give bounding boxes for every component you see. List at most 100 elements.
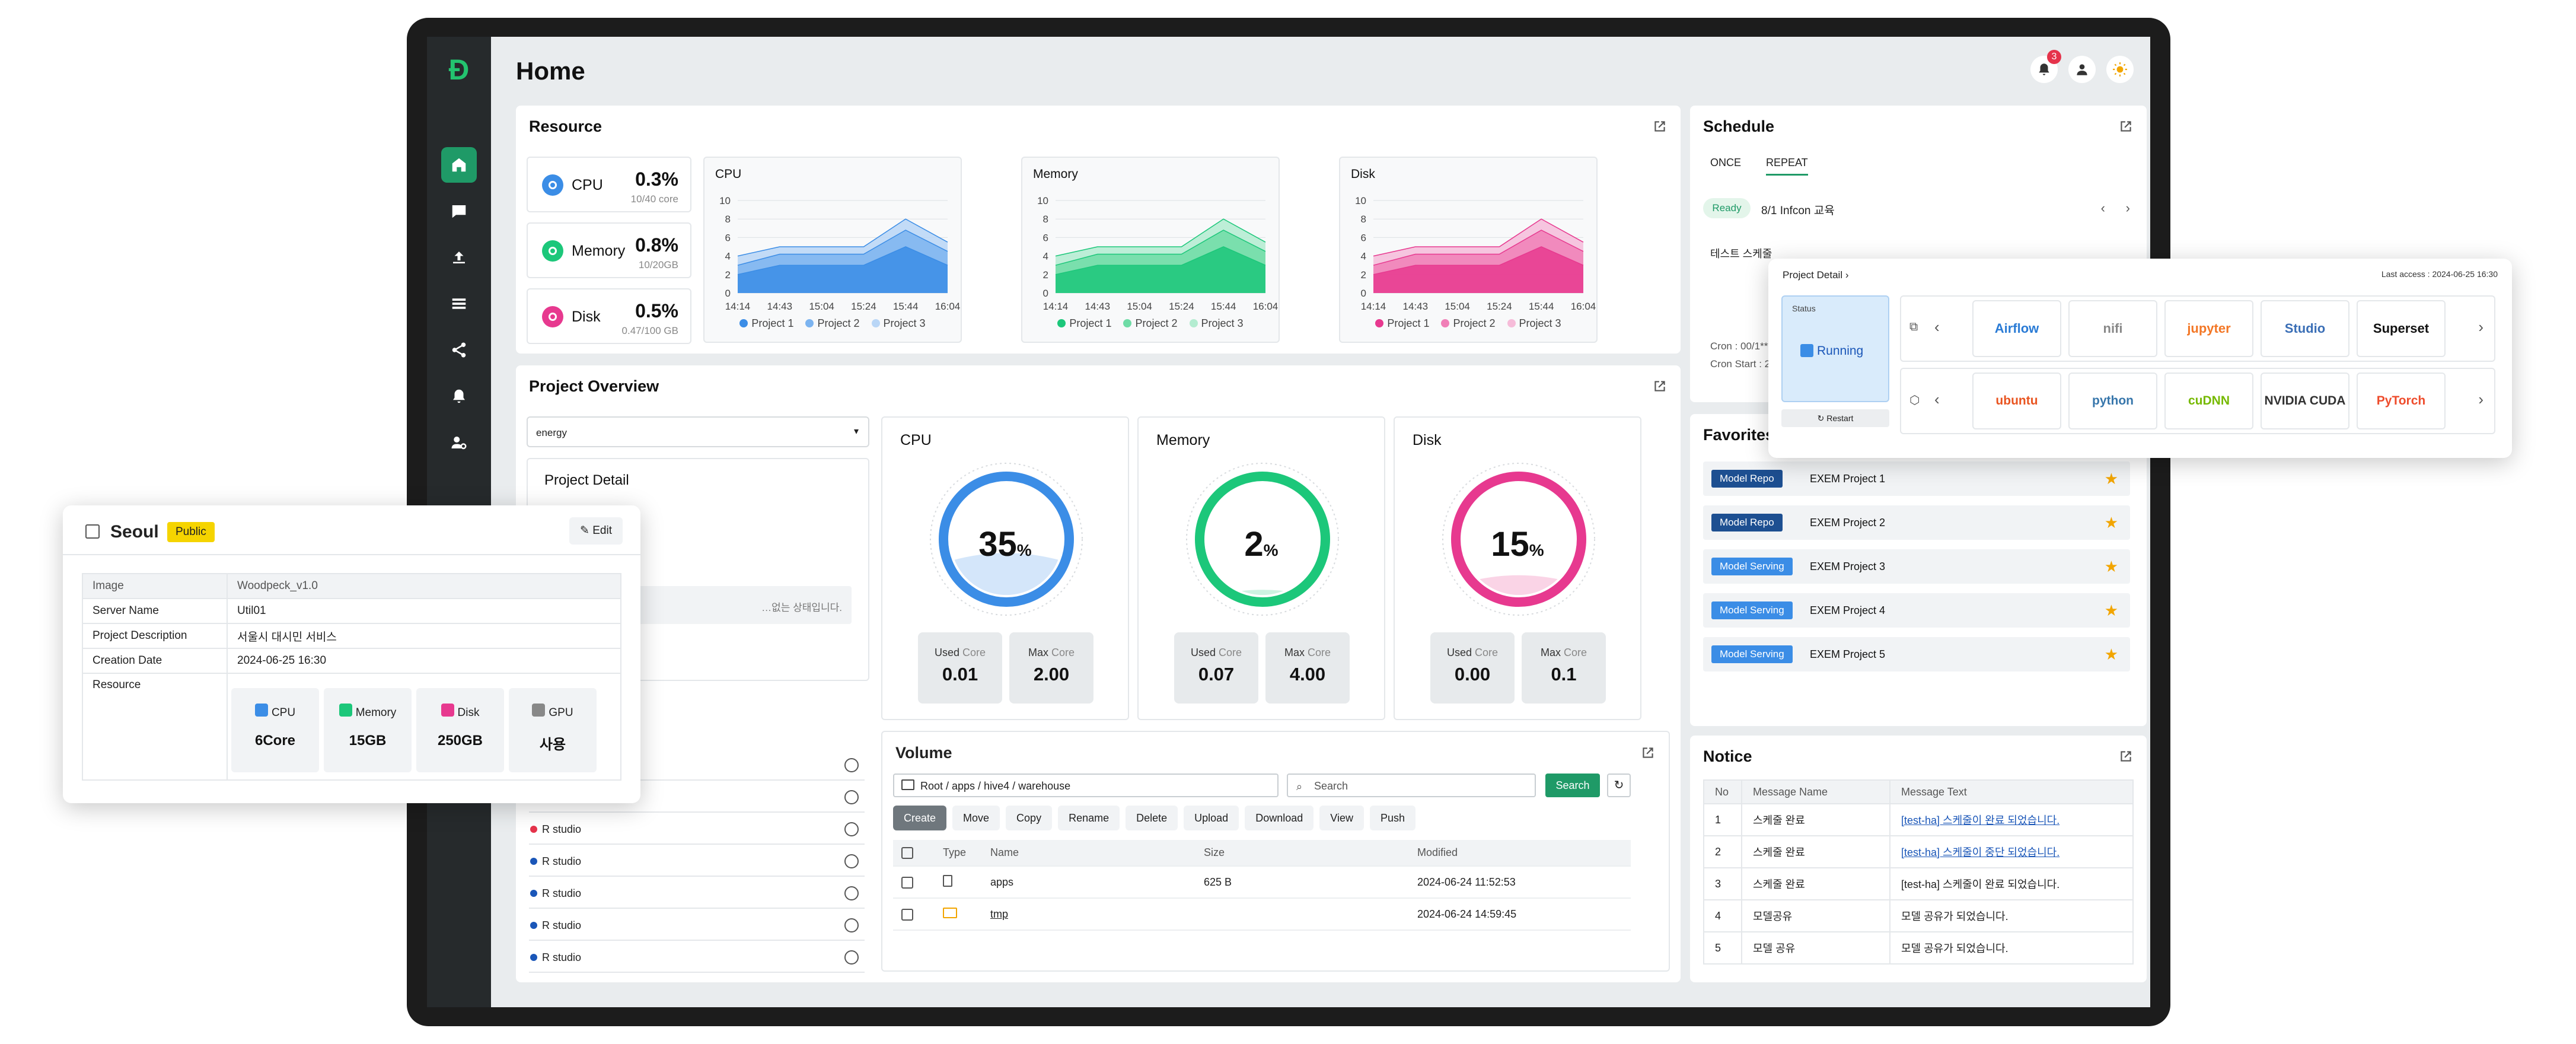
popup-title[interactable]: Project Detail › bbox=[1783, 269, 1849, 281]
next-button[interactable]: › bbox=[2125, 200, 2130, 215]
list-item[interactable]: R studio bbox=[529, 814, 865, 845]
project-select[interactable]: energy bbox=[527, 416, 869, 447]
tools-prev-button[interactable]: ‹ bbox=[1934, 318, 1940, 336]
tool-studio[interactable]: Studio bbox=[2261, 300, 2349, 357]
open-external-icon[interactable] bbox=[1652, 378, 1668, 394]
tool-ubuntu[interactable]: ubuntu bbox=[1972, 373, 2061, 429]
status-text: Running bbox=[1817, 344, 1864, 358]
notice-card: Notice No Message Name Message Text 1 스케줄 완… bbox=[1690, 736, 2147, 982]
sidebar-item-home[interactable] bbox=[441, 147, 477, 183]
open-arrow-icon[interactable] bbox=[844, 918, 859, 932]
open-external-icon[interactable] bbox=[2118, 749, 2134, 764]
table-row[interactable]: 3 스케줄 완료 [test-ha] 스케줄이 완료 되었습니다. bbox=[1703, 867, 2134, 900]
star-icon[interactable]: ★ bbox=[2104, 601, 2118, 619]
notifications-button[interactable]: 3 bbox=[2030, 50, 2061, 83]
open-arrow-icon[interactable] bbox=[844, 758, 859, 772]
status-dot bbox=[530, 954, 537, 961]
table-row[interactable]: 1 스케줄 완료 [test-ha] 스케줄이 완료 되었습니다. bbox=[1703, 803, 2134, 836]
open-arrow-icon[interactable] bbox=[844, 790, 859, 804]
action-push-button[interactable]: Push bbox=[1369, 806, 1415, 830]
project-checkbox[interactable] bbox=[85, 524, 100, 539]
star-icon[interactable]: ★ bbox=[2104, 645, 2118, 663]
favorite-item[interactable]: Model Serving EXEM Project 5 ★ bbox=[1703, 637, 2130, 671]
list-item[interactable]: R studio bbox=[529, 878, 865, 909]
list-item[interactable]: R studio bbox=[529, 910, 865, 941]
table-row[interactable]: 2 스케줄 완료 [test-ha] 스케줄이 중단 되었습니다. bbox=[1703, 835, 2134, 868]
table-row[interactable]: tmp 2024-06-24 14:59:45 bbox=[893, 898, 1631, 931]
sidebar-item-messages[interactable] bbox=[441, 193, 477, 229]
open-external-icon[interactable] bbox=[1640, 745, 1656, 760]
row-checkbox[interactable] bbox=[901, 876, 913, 889]
action-delete-button[interactable]: Delete bbox=[1126, 806, 1178, 830]
tool-nifi[interactable]: nifi bbox=[2068, 300, 2157, 357]
x-tick-label: 15:24 bbox=[851, 301, 876, 312]
action-create-button[interactable]: Create bbox=[893, 806, 947, 830]
message-link[interactable]: [test-ha] 스케줄이 중단 되었습니다. bbox=[1901, 846, 2060, 858]
action-move-button[interactable]: Move bbox=[952, 806, 1000, 830]
sidebar-item-share[interactable] bbox=[441, 332, 477, 368]
table-row[interactable]: 5 모델 공유 모델 공유가 되었습니다. bbox=[1703, 931, 2134, 965]
favorite-item[interactable]: Model Repo EXEM Project 2 ★ bbox=[1703, 505, 2130, 540]
tab-once[interactable]: ONCE bbox=[1710, 157, 1742, 168]
tool-nvidia-cuda[interactable]: NVIDIA CUDA bbox=[2261, 373, 2349, 429]
tools-prev-button[interactable]: ‹ bbox=[1934, 390, 1940, 408]
path-input[interactable]: Root / apps / hive4 / warehouse bbox=[893, 774, 1279, 797]
open-arrow-icon[interactable] bbox=[844, 886, 859, 900]
action-upload-button[interactable]: Upload bbox=[1184, 806, 1239, 830]
row-checkbox[interactable] bbox=[901, 908, 913, 921]
action-copy-button[interactable]: Copy bbox=[1006, 806, 1053, 830]
list-item[interactable]: R studio bbox=[529, 846, 865, 877]
star-icon[interactable]: ★ bbox=[2104, 470, 2118, 488]
open-arrow-icon[interactable] bbox=[844, 950, 859, 965]
star-icon[interactable]: ★ bbox=[2104, 514, 2118, 531]
sidebar-item-deploy[interactable] bbox=[441, 240, 477, 275]
series-line bbox=[1055, 246, 1266, 275]
favorite-item[interactable]: Model Serving EXEM Project 4 ★ bbox=[1703, 593, 2130, 628]
open-arrow-icon[interactable] bbox=[844, 854, 859, 868]
favorite-tag: Model Serving bbox=[1711, 558, 1793, 575]
refresh-button[interactable]: ↻ bbox=[1607, 774, 1631, 797]
table-row[interactable]: 4 모델공유 모델 공유가 되었습니다. bbox=[1703, 899, 2134, 932]
sidebar-item-alerts[interactable] bbox=[441, 378, 477, 414]
tool-jupyter[interactable]: jupyter bbox=[2164, 300, 2253, 357]
select-all-checkbox[interactable] bbox=[901, 847, 913, 860]
action-rename-button[interactable]: Rename bbox=[1058, 806, 1120, 830]
tab-repeat[interactable]: REPEAT bbox=[1766, 157, 1808, 176]
tool-cudnn[interactable]: cuDNN bbox=[2164, 373, 2253, 429]
open-arrow-icon[interactable] bbox=[844, 822, 859, 836]
gauge-ring-stroke bbox=[1195, 472, 1330, 607]
notice-table: No Message Name Message Text 1 스케줄 완료 [test-… bbox=[1703, 779, 2134, 965]
open-external-icon[interactable] bbox=[1652, 119, 1668, 134]
open-external-icon[interactable] bbox=[2118, 119, 2134, 134]
message-link[interactable]: [test-ha] 스케줄이 완료 되었습니다. bbox=[1901, 814, 2060, 826]
x-tick-label: 15:44 bbox=[1529, 301, 1554, 312]
restart-button[interactable]: ↻ Restart bbox=[1781, 409, 1889, 427]
upload-icon bbox=[453, 252, 465, 263]
action-download-button[interactable]: Download bbox=[1245, 806, 1314, 830]
profile-button[interactable] bbox=[2068, 56, 2096, 83]
action-view-button[interactable]: View bbox=[1319, 806, 1364, 830]
list-item-label: R studio bbox=[542, 887, 582, 899]
tools-next-button[interactable]: › bbox=[2478, 390, 2483, 408]
volume-search-input[interactable]: ⌕ Search bbox=[1287, 774, 1536, 797]
star-icon[interactable]: ★ bbox=[2104, 558, 2118, 575]
sidebar-item-list[interactable] bbox=[441, 286, 477, 322]
favorite-item[interactable]: Model Serving EXEM Project 3 ★ bbox=[1703, 549, 2130, 584]
series-line bbox=[737, 218, 948, 257]
tool-pytorch[interactable]: PyTorch bbox=[2357, 373, 2446, 429]
volume-search-button[interactable]: Search bbox=[1545, 774, 1600, 797]
prev-button[interactable]: ‹ bbox=[2100, 200, 2105, 215]
edit-button[interactable]: ✎ Edit bbox=[569, 517, 623, 545]
list-item[interactable]: R studio bbox=[529, 942, 865, 973]
table-row[interactable]: apps 625 B 2024-06-24 11:52:53 bbox=[893, 866, 1631, 899]
tool-superset[interactable]: Superset bbox=[2357, 300, 2446, 357]
tool-airflow[interactable]: Airflow bbox=[1972, 300, 2061, 357]
tool-python[interactable]: python bbox=[2068, 373, 2157, 429]
name-cell[interactable]: tmp bbox=[982, 898, 1195, 931]
theme-toggle-button[interactable] bbox=[2106, 56, 2134, 83]
legend-label: Project 2 bbox=[1453, 317, 1496, 329]
y-tick-label: 10 bbox=[1355, 195, 1366, 206]
favorite-item[interactable]: Model Repo EXEM Project 1 ★ bbox=[1703, 461, 2130, 496]
tools-next-button[interactable]: › bbox=[2478, 318, 2483, 336]
sidebar-item-user-settings[interactable] bbox=[441, 425, 477, 460]
